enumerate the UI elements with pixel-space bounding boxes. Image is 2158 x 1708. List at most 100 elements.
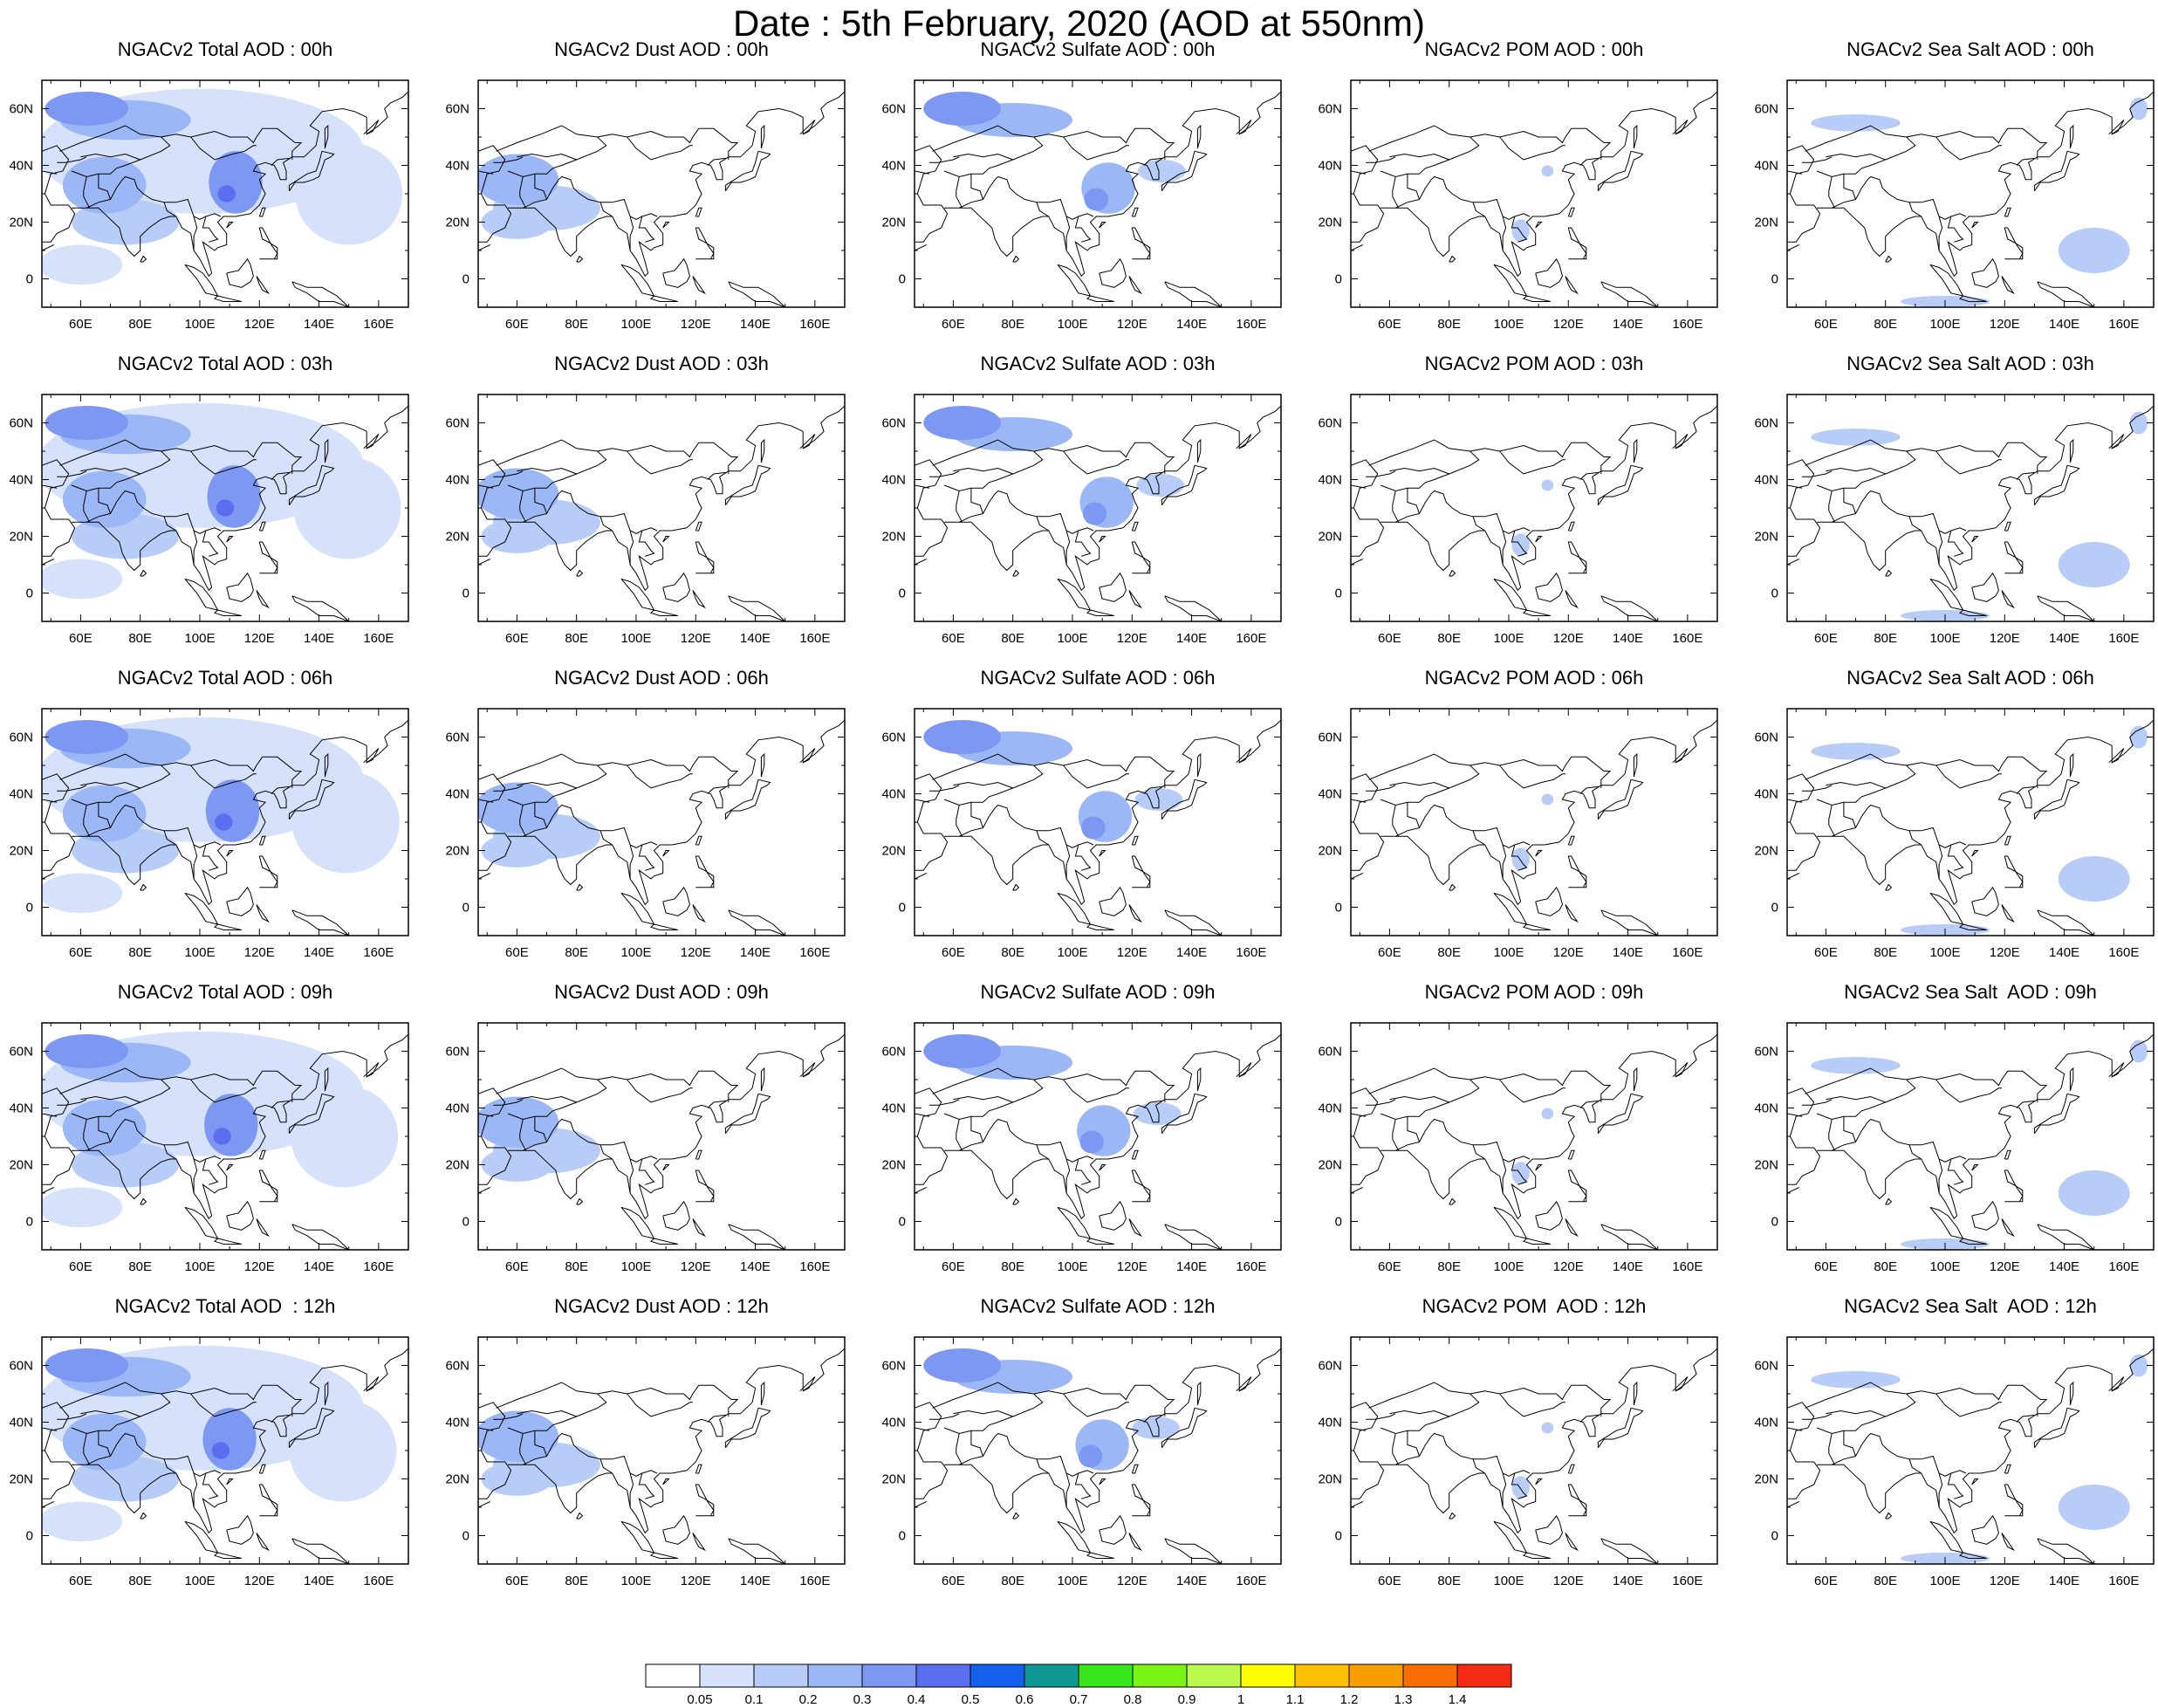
x-tick-label: 100E (1929, 1574, 1960, 1588)
aod-field (478, 154, 559, 206)
coastlines (1351, 1033, 1717, 1250)
y-tick-label: 20N (881, 216, 906, 230)
x-tick-label: 60E (1378, 1574, 1401, 1588)
aod-map: 60E 80E 100E 120E 140E 160E 0 20N 40N 60N (445, 1022, 846, 1274)
x-tick-label: 140E (1176, 1259, 1207, 1274)
x-tick-label: 160E (363, 317, 394, 332)
x-tick-label: 80E (1001, 1259, 1024, 1274)
panel-title: NGACv2 Sulfate AOD : 12h (980, 1295, 1216, 1317)
coastlines (1787, 91, 2154, 307)
x-tick-label: 160E (1236, 1259, 1266, 1274)
y-tick-label: 40N (1318, 473, 1342, 488)
x-tick-label: 60E (1378, 945, 1401, 960)
y-tick-label: 20N (881, 1158, 906, 1173)
coastlines (915, 719, 1281, 936)
y-tick-label: 0 (462, 272, 469, 287)
panel-title: NGACv2 Total AOD : 12h (114, 1295, 336, 1317)
y-tick-label: 0 (1771, 1529, 1778, 1544)
panel-title: NGACv2 POM AOD : 03h (1424, 353, 1644, 374)
map-panel-seasalt-00h: NGACv2 Sea Salt AOD : 00h 60E 80E 100E 120E 1… (1748, 38, 2158, 353)
y-tick-label: 0 (462, 901, 469, 916)
y-tick-label: 40N (1318, 787, 1342, 802)
y-tick-label: 60N (1754, 102, 1778, 117)
x-tick-label: 100E (1493, 631, 1524, 646)
colorbar-box (1294, 1663, 1350, 1688)
colorbar-box (1078, 1663, 1134, 1688)
x-tick-label: 120E (1990, 945, 2020, 960)
aod-map: 60E 80E 100E 120E 140E 160E 0 20N 40N 60N (881, 708, 1282, 960)
x-tick-label: 100E (1493, 317, 1524, 332)
colorbar-label: 1 (1237, 1692, 1244, 1706)
x-tick-label: 60E (69, 631, 92, 646)
panel-title: NGACv2 Total AOD : 09h (117, 981, 333, 1003)
y-tick-label: 40N (445, 1416, 469, 1430)
aod-map: 60E 80E 100E 120E 140E 160E 0 20N 40N 60N (9, 1336, 409, 1588)
x-tick-label: 140E (304, 317, 334, 332)
y-tick-label: 0 (26, 586, 33, 601)
coastlines (478, 719, 845, 936)
colorbar-label: 0.1 (745, 1692, 764, 1706)
map-panel-seasalt-12h: NGACv2 Sea Salt AOD : 12h 60E 80E 100E 120E 1… (1748, 1295, 2158, 1609)
aod-field (62, 156, 147, 214)
aod-field (42, 873, 123, 914)
panel-title: NGACv2 Sea Salt AOD : 12h (1844, 1295, 2097, 1317)
x-tick-label: 120E (1990, 1574, 2020, 1588)
x-tick-label: 120E (681, 317, 711, 332)
y-tick-label: 60N (445, 731, 469, 745)
x-tick-label: 100E (1057, 1574, 1087, 1588)
y-tick-label: 60N (445, 1045, 469, 1060)
x-tick-label: 120E (1990, 631, 2020, 646)
y-tick-label: 40N (881, 1416, 906, 1430)
x-tick-label: 160E (2108, 1259, 2139, 1274)
aod-field (45, 1034, 129, 1068)
y-tick-label: 20N (9, 530, 33, 545)
aod-field (1811, 114, 1901, 132)
aod-field (1541, 165, 1554, 177)
colorbar-box (1240, 1663, 1296, 1688)
coastlines (42, 91, 408, 307)
aod-field (2129, 1354, 2148, 1377)
coastlines (478, 405, 845, 621)
x-tick-label: 120E (1553, 1259, 1584, 1274)
map-panel-total-06h: NGACv2 Total AOD : 06h 60E 80E 100E 120E 140E… (3, 667, 413, 981)
aod-map: 60E 80E 100E 120E 140E 160E 0 20N 40N 60N (881, 1336, 1282, 1588)
aod-field (1811, 1371, 1901, 1389)
aod-field (2058, 1170, 2130, 1216)
aod-map: 60E 80E 100E 120E 140E 160E 0 20N 40N 60N (881, 1022, 1282, 1274)
map-panel-total-09h: NGACv2 Total AOD : 09h 60E 80E 100E 120E 140E… (3, 981, 413, 1295)
aod-field (42, 1187, 123, 1228)
aod-map: 60E 80E 100E 120E 140E 160E 0 20N 40N 60N (881, 394, 1282, 646)
y-tick-label: 20N (445, 216, 469, 230)
x-tick-label: 80E (1874, 1574, 1897, 1588)
x-tick-label: 80E (1437, 1259, 1461, 1274)
aod-map: 60E 80E 100E 120E 140E 160E 0 20N 40N 60N (1318, 1022, 1718, 1274)
x-tick-label: 160E (363, 945, 394, 960)
panel-title: NGACv2 Sea Salt AOD : 00h (1846, 38, 2094, 60)
y-tick-label: 60N (1318, 102, 1342, 117)
aod-map: 60E 80E 100E 120E 140E 160E 0 20N 40N 60N (1318, 708, 1718, 960)
x-tick-label: 160E (363, 1259, 394, 1274)
y-tick-label: 40N (1754, 1416, 1778, 1430)
x-tick-label: 140E (740, 1574, 771, 1588)
x-tick-label: 140E (1613, 1574, 1643, 1588)
x-tick-label: 140E (740, 1259, 771, 1274)
aod-map: 60E 80E 100E 120E 140E 160E 0 20N 40N 60N (9, 79, 409, 332)
y-tick-label: 60N (9, 731, 33, 745)
x-tick-label: 160E (799, 317, 830, 332)
panel-title: NGACv2 Total AOD : 06h (117, 667, 333, 689)
y-tick-label: 20N (1318, 530, 1342, 545)
map-panel-sulfate-09h: NGACv2 Sulfate AOD : 09h 60E 80E 100E 120E 14… (875, 981, 1285, 1295)
x-tick-label: 80E (565, 1259, 588, 1274)
y-tick-label: 0 (1335, 586, 1342, 601)
x-tick-label: 100E (1057, 945, 1087, 960)
y-tick-label: 20N (445, 844, 469, 859)
x-tick-label: 80E (1437, 631, 1461, 646)
y-tick-label: 40N (881, 473, 906, 488)
x-tick-label: 140E (2049, 1259, 2079, 1274)
aod-map: 60E 80E 100E 120E 140E 160E 0 20N 40N 60N (881, 79, 1282, 332)
y-tick-label: 40N (1318, 159, 1342, 174)
y-tick-label: 0 (26, 272, 33, 287)
colorbar-box (1348, 1663, 1404, 1688)
aod-map: 60E 80E 100E 120E 140E 160E 0 20N 40N 60N (1754, 1336, 2155, 1588)
x-tick-label: 140E (1613, 1259, 1643, 1274)
